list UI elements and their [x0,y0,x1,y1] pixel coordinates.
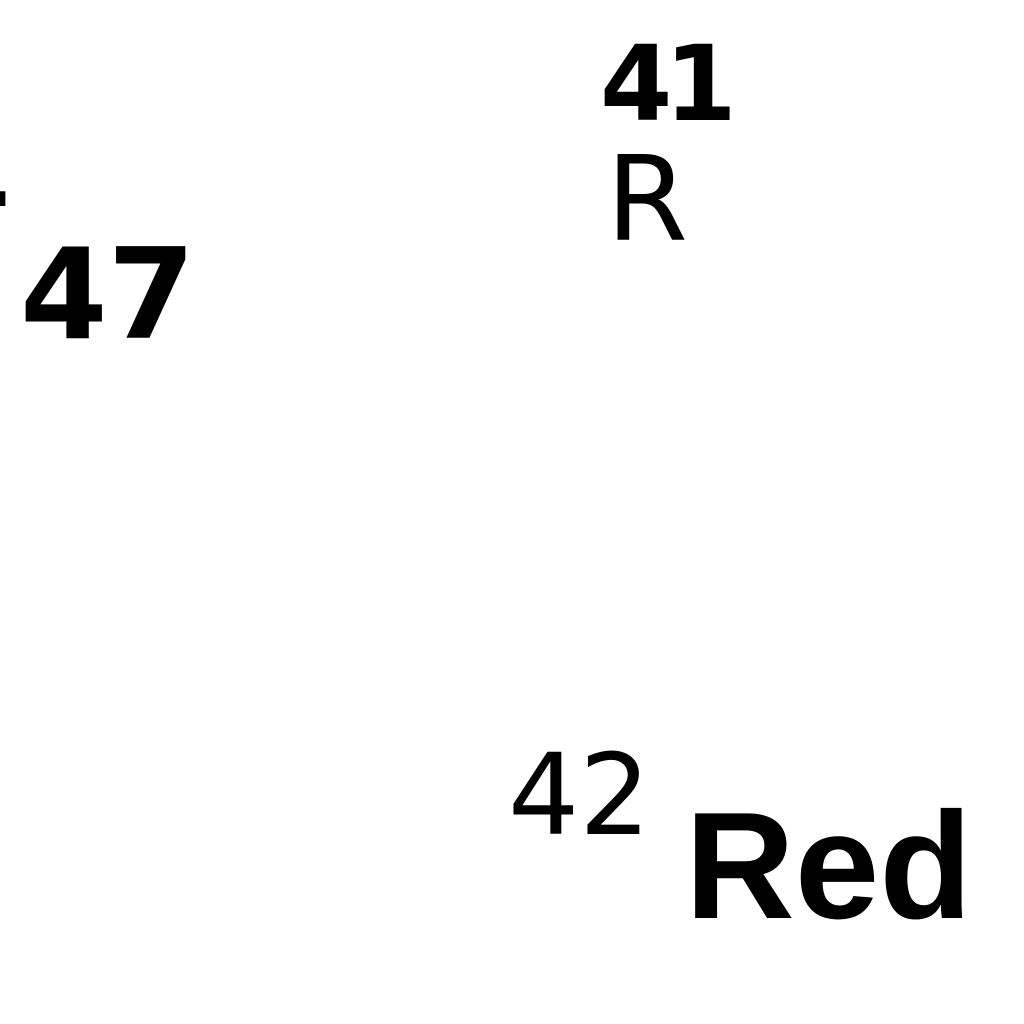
map-number-41: 41 [600,23,737,145]
edge-mark-label: ' [0,186,11,240]
map-letter-r: R [606,130,688,268]
map-number-47: 47 [20,221,196,368]
place-name-label: Red l [685,781,1024,951]
map-number-42: 42 [508,731,651,861]
